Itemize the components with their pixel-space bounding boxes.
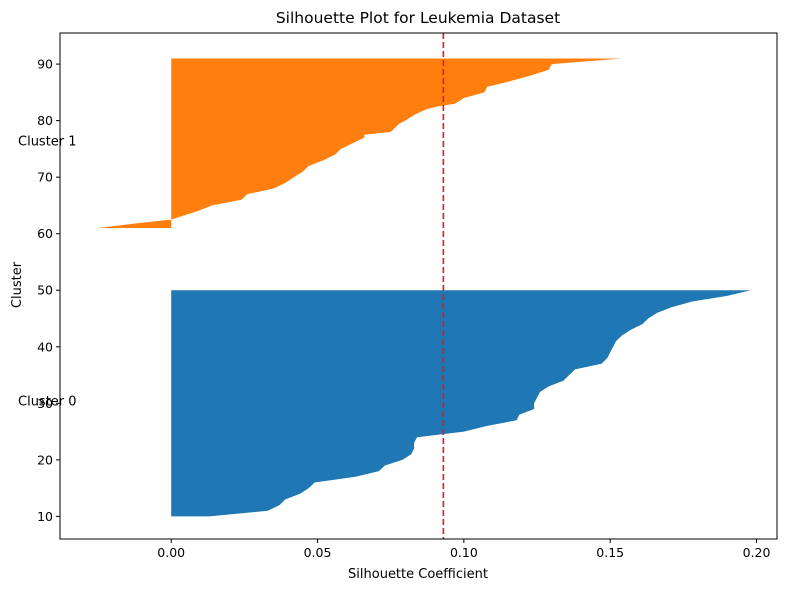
y-tick-label: 10	[37, 509, 53, 524]
x-tick-label: 0.15	[596, 545, 624, 560]
y-tick-label: 20	[37, 452, 53, 467]
y-tick-label: 80	[37, 113, 53, 128]
y-tick-label: 60	[37, 226, 53, 241]
plot-area: Cluster 0 Cluster 1	[18, 33, 751, 539]
y-tick-label: 30	[37, 396, 53, 411]
cluster-label-0: Cluster 0	[18, 394, 77, 409]
plot-frame	[59, 32, 778, 540]
x-tick-label: 0.05	[304, 545, 332, 560]
x-axis-ticks: 0.00 0.05 0.10 0.15 0.20	[157, 539, 770, 560]
x-tick-label: 0.20	[743, 545, 771, 560]
y-tick-label: 90	[37, 57, 53, 72]
y-axis-label: Cluster	[10, 261, 25, 308]
cluster-label-1: Cluster 1	[18, 134, 77, 149]
x-tick-label: 0.00	[157, 545, 185, 560]
y-axis-ticks: 10 20 30 40 50 60 70 80 90	[37, 57, 60, 524]
y-tick-label: 40	[37, 339, 53, 354]
y-tick-label: 50	[37, 283, 53, 298]
y-tick-label: 70	[37, 170, 53, 185]
x-tick-label: 0.10	[450, 545, 478, 560]
x-axis-label: Silhouette Coefficient	[348, 567, 488, 582]
chart-title: Silhouette Plot for Leukemia Dataset	[276, 9, 560, 27]
silhouette-area-1	[98, 58, 622, 229]
silhouette-area-0	[171, 290, 751, 517]
